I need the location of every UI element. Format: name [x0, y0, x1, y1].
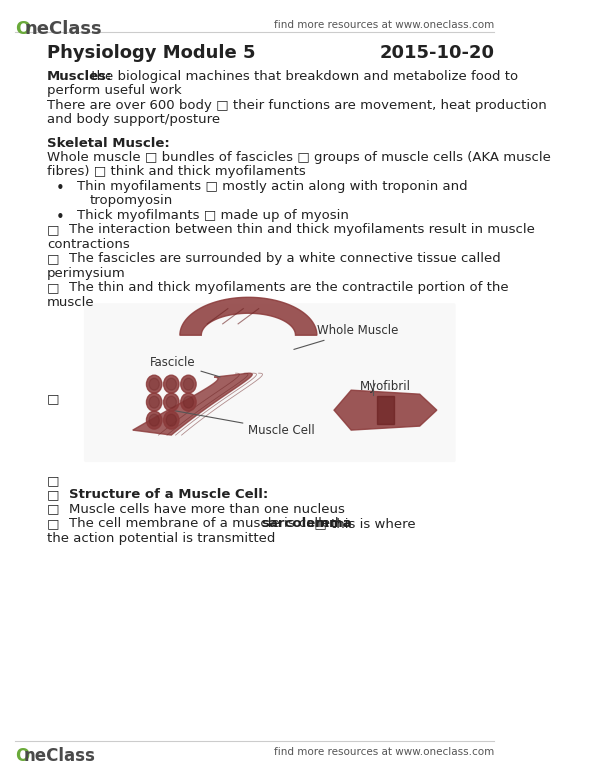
Polygon shape — [180, 297, 317, 335]
Text: □: □ — [47, 393, 60, 406]
Circle shape — [164, 375, 179, 393]
Text: sarcolemma: sarcolemma — [262, 517, 352, 531]
Text: find more resources at www.oneclass.com: find more resources at www.oneclass.com — [274, 747, 494, 757]
Circle shape — [183, 396, 193, 408]
Text: perform useful work: perform useful work — [47, 85, 181, 97]
Circle shape — [146, 393, 162, 411]
Text: Thin myofilaments □ mostly actin along with troponin and: Thin myofilaments □ mostly actin along w… — [77, 180, 468, 193]
Text: contractions: contractions — [47, 238, 130, 251]
Text: Muscles:: Muscles: — [47, 70, 112, 83]
Circle shape — [166, 414, 177, 426]
Text: neClass: neClass — [25, 20, 102, 38]
Text: □: □ — [47, 474, 60, 487]
Text: the biological machines that breakdown and metabolize food to: the biological machines that breakdown a… — [87, 70, 519, 83]
Text: Myofibril: Myofibril — [360, 380, 411, 393]
Text: fibres) □ think and thick myofilaments: fibres) □ think and thick myofilaments — [47, 166, 306, 179]
Text: tropomyosin: tropomyosin — [90, 195, 173, 207]
Text: Whole muscle □ bundles of fascicles □ groups of muscle cells (AKA muscle: Whole muscle □ bundles of fascicles □ gr… — [47, 151, 551, 164]
Text: □: □ — [47, 488, 60, 501]
Text: Skeletal Muscle:: Skeletal Muscle: — [47, 136, 170, 149]
Text: □: □ — [47, 253, 60, 266]
Text: and body support/posture: and body support/posture — [47, 113, 220, 126]
Text: muscle: muscle — [47, 296, 95, 309]
Text: There are over 600 body □ their functions are movement, heat production: There are over 600 body □ their function… — [47, 99, 547, 112]
Circle shape — [181, 375, 196, 393]
Text: The thin and thick myofilaments are the contractile portion of the: The thin and thick myofilaments are the … — [68, 281, 508, 294]
Text: □: □ — [47, 517, 60, 531]
Text: Fascicle: Fascicle — [150, 357, 220, 377]
Polygon shape — [334, 390, 437, 430]
Circle shape — [146, 411, 162, 429]
Text: □: □ — [47, 281, 60, 294]
Circle shape — [181, 393, 196, 411]
Circle shape — [146, 375, 162, 393]
Circle shape — [149, 396, 159, 408]
Text: neClass: neClass — [24, 747, 96, 765]
Circle shape — [149, 414, 159, 426]
Text: 2015-10-20: 2015-10-20 — [379, 44, 494, 62]
Text: Physiology Module 5: Physiology Module 5 — [47, 44, 256, 62]
Text: •: • — [56, 181, 64, 196]
Text: O: O — [15, 747, 30, 765]
Text: □: □ — [47, 223, 60, 236]
Text: O: O — [15, 20, 31, 38]
Text: Muscle cells have more than one nucleus: Muscle cells have more than one nucleus — [68, 503, 345, 516]
Text: find more resources at www.oneclass.com: find more resources at www.oneclass.com — [274, 20, 494, 30]
Text: □ this is where: □ this is where — [311, 517, 416, 531]
Text: Muscle Cell: Muscle Cell — [174, 410, 315, 437]
Polygon shape — [133, 373, 252, 435]
Text: Thick myofilmants □ made up of myosin: Thick myofilmants □ made up of myosin — [77, 209, 349, 222]
Polygon shape — [377, 396, 394, 424]
Circle shape — [166, 378, 177, 390]
Text: The fascicles are surrounded by a white connective tissue called: The fascicles are surrounded by a white … — [68, 253, 500, 266]
Text: Structure of a Muscle Cell:: Structure of a Muscle Cell: — [68, 488, 268, 501]
Text: The interaction between thin and thick myofilaments result in muscle: The interaction between thin and thick m… — [68, 223, 534, 236]
Circle shape — [164, 393, 179, 411]
Text: □: □ — [47, 503, 60, 516]
Text: perimysium: perimysium — [47, 267, 126, 280]
Circle shape — [149, 378, 159, 390]
FancyBboxPatch shape — [84, 303, 456, 462]
Text: The cell membrane of a muscle is called a: The cell membrane of a muscle is called … — [68, 517, 355, 531]
Circle shape — [183, 378, 193, 390]
Circle shape — [164, 411, 179, 429]
Text: the action potential is transmitted: the action potential is transmitted — [47, 531, 275, 544]
Circle shape — [166, 396, 177, 408]
Text: Whole Muscle: Whole Muscle — [294, 323, 398, 350]
Text: •: • — [56, 210, 64, 225]
